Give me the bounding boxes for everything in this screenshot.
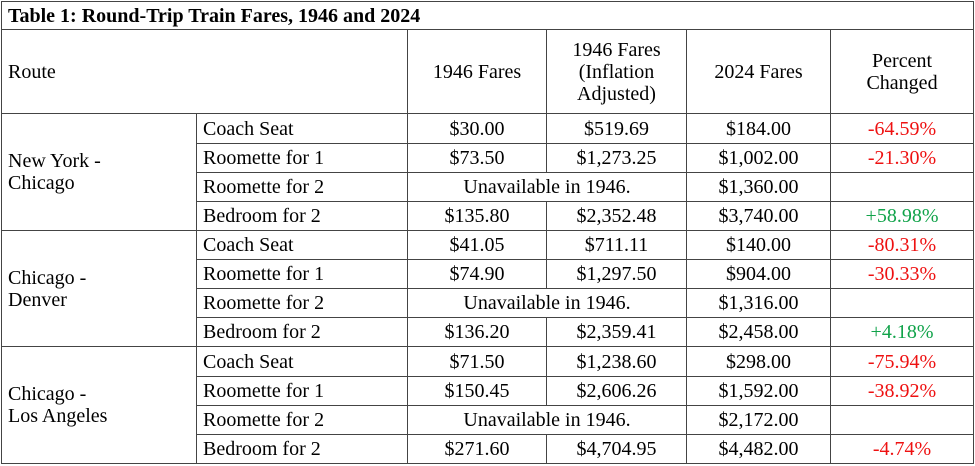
- unavailable-cell: Unavailable in 1946.: [407, 171, 687, 202]
- fare-adjusted-cell: $711.11: [546, 229, 687, 261]
- percent-changed-cell: [829, 288, 975, 319]
- route-line2: Chicago: [8, 172, 75, 195]
- route-line1: Chicago -: [8, 266, 87, 289]
- accommodation-cell: Roomette for 2: [196, 171, 408, 202]
- accommodation-cell: Roomette for 1: [196, 142, 408, 173]
- fare-1946-cell: $150.45: [407, 375, 547, 406]
- header-adjusted-line3: Adjusted): [577, 82, 656, 105]
- accommodation-cell: Coach Seat: [196, 229, 408, 261]
- header-percent-line1: Percent: [872, 49, 933, 72]
- fare-2024-cell: $904.00: [686, 259, 831, 290]
- fare-adjusted-cell: $2,352.48: [546, 200, 687, 231]
- table-row: New York - Chicago Coach Seat $30.00 $519.69…: [1, 113, 975, 231]
- fare-adjusted-cell: $519.69: [546, 113, 687, 144]
- fare-1946-cell: $135.80: [407, 200, 547, 231]
- route-cell: Chicago - Denver: [1, 229, 197, 348]
- table-row: Roomette for 1 $73.50 $1,273.25 $1,002.00 -2…: [2, 142, 975, 173]
- fare-adjusted-cell: $2,606.26: [546, 375, 687, 406]
- table-row: Roomette for 1 $74.90 $1,297.50 $904.00 -30.…: [2, 259, 975, 290]
- fare-2024-cell: $2,458.00: [686, 317, 831, 348]
- route-cell: New York - Chicago: [1, 113, 197, 231]
- route-line2: Los Angeles: [8, 405, 108, 428]
- fare-2024-cell: $2,172.00: [686, 404, 831, 435]
- percent-changed-cell: [829, 171, 975, 202]
- header-1946-adjusted: 1946 Fares (Inflation Adjusted): [546, 29, 687, 115]
- table-row: Roomette for 2 Unavailable in 1946. $1,360…: [2, 171, 975, 202]
- percent-changed-cell: -4.74%: [829, 433, 975, 465]
- accommodation-cell: Bedroom for 2: [196, 317, 408, 348]
- fare-adjusted-cell: $1,273.25: [546, 142, 687, 173]
- table-row: Bedroom for 2 $135.80 $2,352.48 $3,740.00 +5…: [2, 200, 975, 231]
- route-line2: Denver: [8, 288, 67, 311]
- table-row: Bedroom for 2 $271.60 $4,704.95 $4,482.00 -4…: [2, 433, 975, 465]
- unavailable-cell: Unavailable in 1946.: [407, 404, 687, 435]
- table-row: Chicago - Los Angeles Coach Seat $71.50 $1,2…: [1, 346, 975, 464]
- fare-adjusted-cell: $1,238.60: [546, 346, 687, 377]
- percent-changed-cell: [829, 404, 975, 435]
- header-2024-fares: 2024 Fares: [686, 29, 831, 115]
- fare-1946-cell: $136.20: [407, 317, 547, 348]
- percent-changed-cell: +4.18%: [829, 317, 975, 348]
- percent-changed-cell: +58.98%: [829, 200, 975, 231]
- fare-2024-cell: $140.00: [686, 229, 831, 261]
- fare-2024-cell: $3,740.00: [686, 200, 831, 231]
- fare-2024-cell: $1,360.00: [686, 171, 831, 202]
- percent-changed-cell: -75.94%: [829, 346, 975, 377]
- fare-adjusted-cell: $1,297.50: [546, 259, 687, 290]
- percent-changed-cell: -80.31%: [829, 229, 975, 261]
- accommodation-cell: Coach Seat: [196, 346, 408, 377]
- header-1946-fares: 1946 Fares: [407, 29, 547, 115]
- route-line1: New York -: [8, 150, 101, 173]
- fare-1946-cell: $74.90: [407, 259, 547, 290]
- fare-2024-cell: $184.00: [686, 113, 831, 144]
- accommodation-cell: Roomette for 1: [196, 259, 408, 290]
- fare-1946-cell: $30.00: [407, 113, 547, 144]
- accommodation-cell: Roomette for 2: [196, 288, 408, 319]
- fare-2024-cell: $4,482.00: [686, 433, 831, 465]
- header-percent-line2: Changed: [866, 71, 938, 94]
- header-route: Route: [1, 29, 408, 115]
- accommodation-cell: Bedroom for 2: [196, 433, 408, 465]
- route-line1: Chicago -: [8, 383, 87, 406]
- accommodation-cell: Bedroom for 2: [196, 200, 408, 231]
- fare-2024-cell: $1,316.00: [686, 288, 831, 319]
- header-adjusted-line2: (Inflation: [578, 60, 655, 83]
- caption-row: Table 1: Round-Trip Train Fares, 1946 an…: [0, 0, 975, 31]
- unavailable-cell: Unavailable in 1946.: [407, 288, 687, 319]
- fare-adjusted-cell: $2,359.41: [546, 317, 687, 348]
- fare-2024-cell: $1,592.00: [686, 375, 831, 406]
- route-cell: Chicago - Los Angeles: [1, 346, 197, 464]
- percent-changed-cell: -64.59%: [829, 113, 975, 144]
- accommodation-cell: Roomette for 2: [196, 404, 408, 435]
- percent-changed-cell: -21.30%: [829, 142, 975, 173]
- fare-1946-cell: $71.50: [407, 346, 547, 377]
- percent-changed-cell: -38.92%: [829, 375, 975, 406]
- fare-1946-cell: $73.50: [407, 142, 547, 173]
- header-adjusted-line1: 1946 Fares: [572, 38, 661, 61]
- header-percent-changed: Percent Changed: [829, 29, 975, 115]
- percent-changed-cell: -30.33%: [829, 259, 975, 290]
- table-row: Chicago - Denver Coach Seat $41.05 $711.11 $1…: [1, 229, 975, 348]
- fare-2024-cell: $1,002.00: [686, 142, 831, 173]
- fare-2024-cell: $298.00: [686, 346, 831, 377]
- table-row: Bedroom for 2 $136.20 $2,359.41 $2,458.00 +4…: [2, 317, 975, 348]
- fare-adjusted-cell: $4,704.95: [546, 433, 687, 465]
- accommodation-cell: Coach Seat: [196, 113, 408, 144]
- accommodation-cell: Roomette for 1: [196, 375, 408, 406]
- header-row: Route 1946 Fares 1946 Fares (Inflation A…: [1, 29, 975, 115]
- fare-1946-cell: $271.60: [407, 433, 547, 465]
- fare-1946-cell: $41.05: [407, 229, 547, 261]
- table-title: Table 1: Round-Trip Train Fares, 1946 an…: [0, 0, 975, 31]
